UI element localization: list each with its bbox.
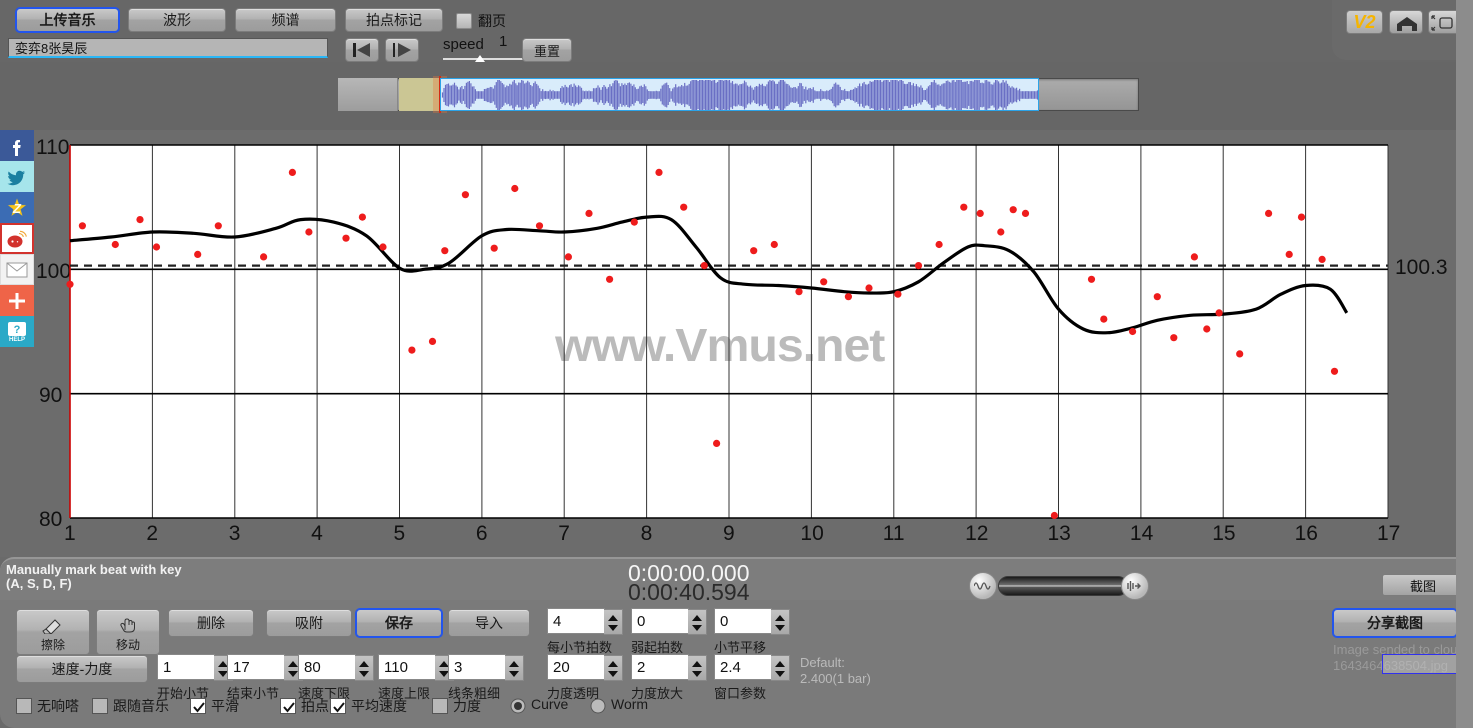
- svg-text:?: ?: [14, 324, 21, 336]
- svg-text:Z: Z: [12, 201, 22, 216]
